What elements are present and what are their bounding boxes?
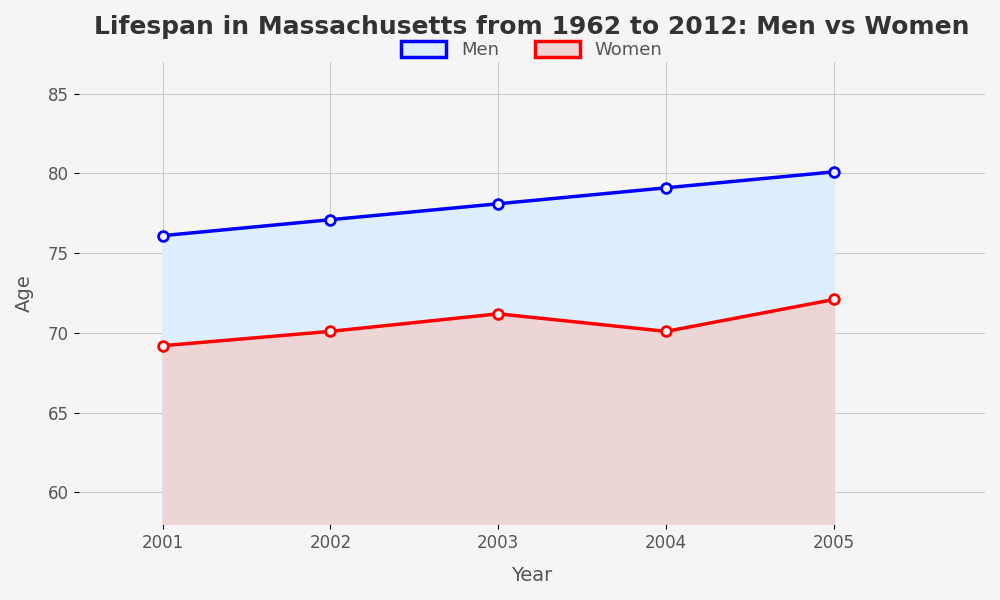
Legend: Men, Women: Men, Women [394,34,670,67]
Y-axis label: Age: Age [15,274,34,312]
X-axis label: Year: Year [511,566,552,585]
Title: Lifespan in Massachusetts from 1962 to 2012: Men vs Women: Lifespan in Massachusetts from 1962 to 2… [94,15,970,39]
